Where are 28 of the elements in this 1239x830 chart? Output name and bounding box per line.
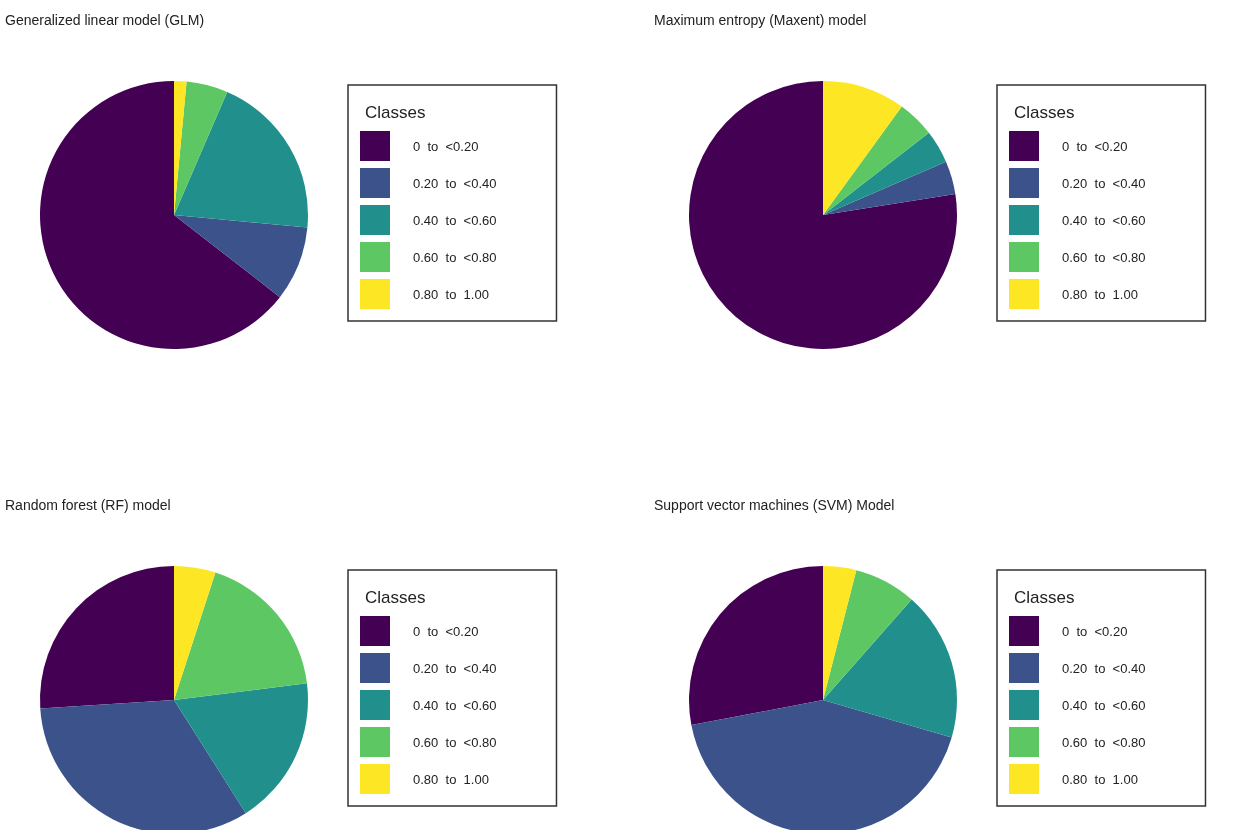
legend-label: 0.60 to <0.80 (413, 734, 497, 750)
legend-label: 0.40 to <0.60 (413, 212, 497, 228)
legend-label: 0.20 to <0.40 (413, 175, 497, 191)
legend-label: 0 to <0.20 (413, 138, 479, 154)
legend-label: 0.60 to <0.80 (1062, 734, 1146, 750)
legend-label: 0 to <0.20 (1062, 623, 1128, 639)
legend-title: Classes (1014, 103, 1075, 122)
legend-label: 0.80 to 1.00 (413, 771, 489, 787)
legend-label: 0 to <0.20 (1062, 138, 1128, 154)
legend-label: 0.60 to <0.80 (1062, 249, 1146, 265)
legend-title: Classes (365, 588, 426, 607)
chart-title: Generalized linear model (GLM) (5, 12, 205, 28)
legend-label: 0.20 to <0.40 (1062, 660, 1146, 676)
legend-label: 0.20 to <0.40 (413, 660, 497, 676)
legend-label: 0.40 to <0.60 (413, 697, 497, 713)
chart-title: Maximum entropy (Maxent) model (654, 12, 867, 28)
legend-label: 0.20 to <0.40 (1062, 175, 1146, 191)
legend-title: Classes (1014, 588, 1075, 607)
legend-label: 0 to <0.20 (413, 623, 479, 639)
legend-label: 0.80 to 1.00 (1062, 286, 1138, 302)
legend-title: Classes (365, 103, 426, 122)
chart-title: Random forest (RF) model (5, 497, 171, 513)
legend-label: 0.80 to 1.00 (1062, 771, 1138, 787)
legend-label: 0.60 to <0.80 (413, 249, 497, 265)
chart-title: Support vector machines (SVM) Model (654, 497, 895, 513)
legend-label: 0.80 to 1.00 (413, 286, 489, 302)
legend-label: 0.40 to <0.60 (1062, 212, 1146, 228)
legend-label: 0.40 to <0.60 (1062, 697, 1146, 713)
